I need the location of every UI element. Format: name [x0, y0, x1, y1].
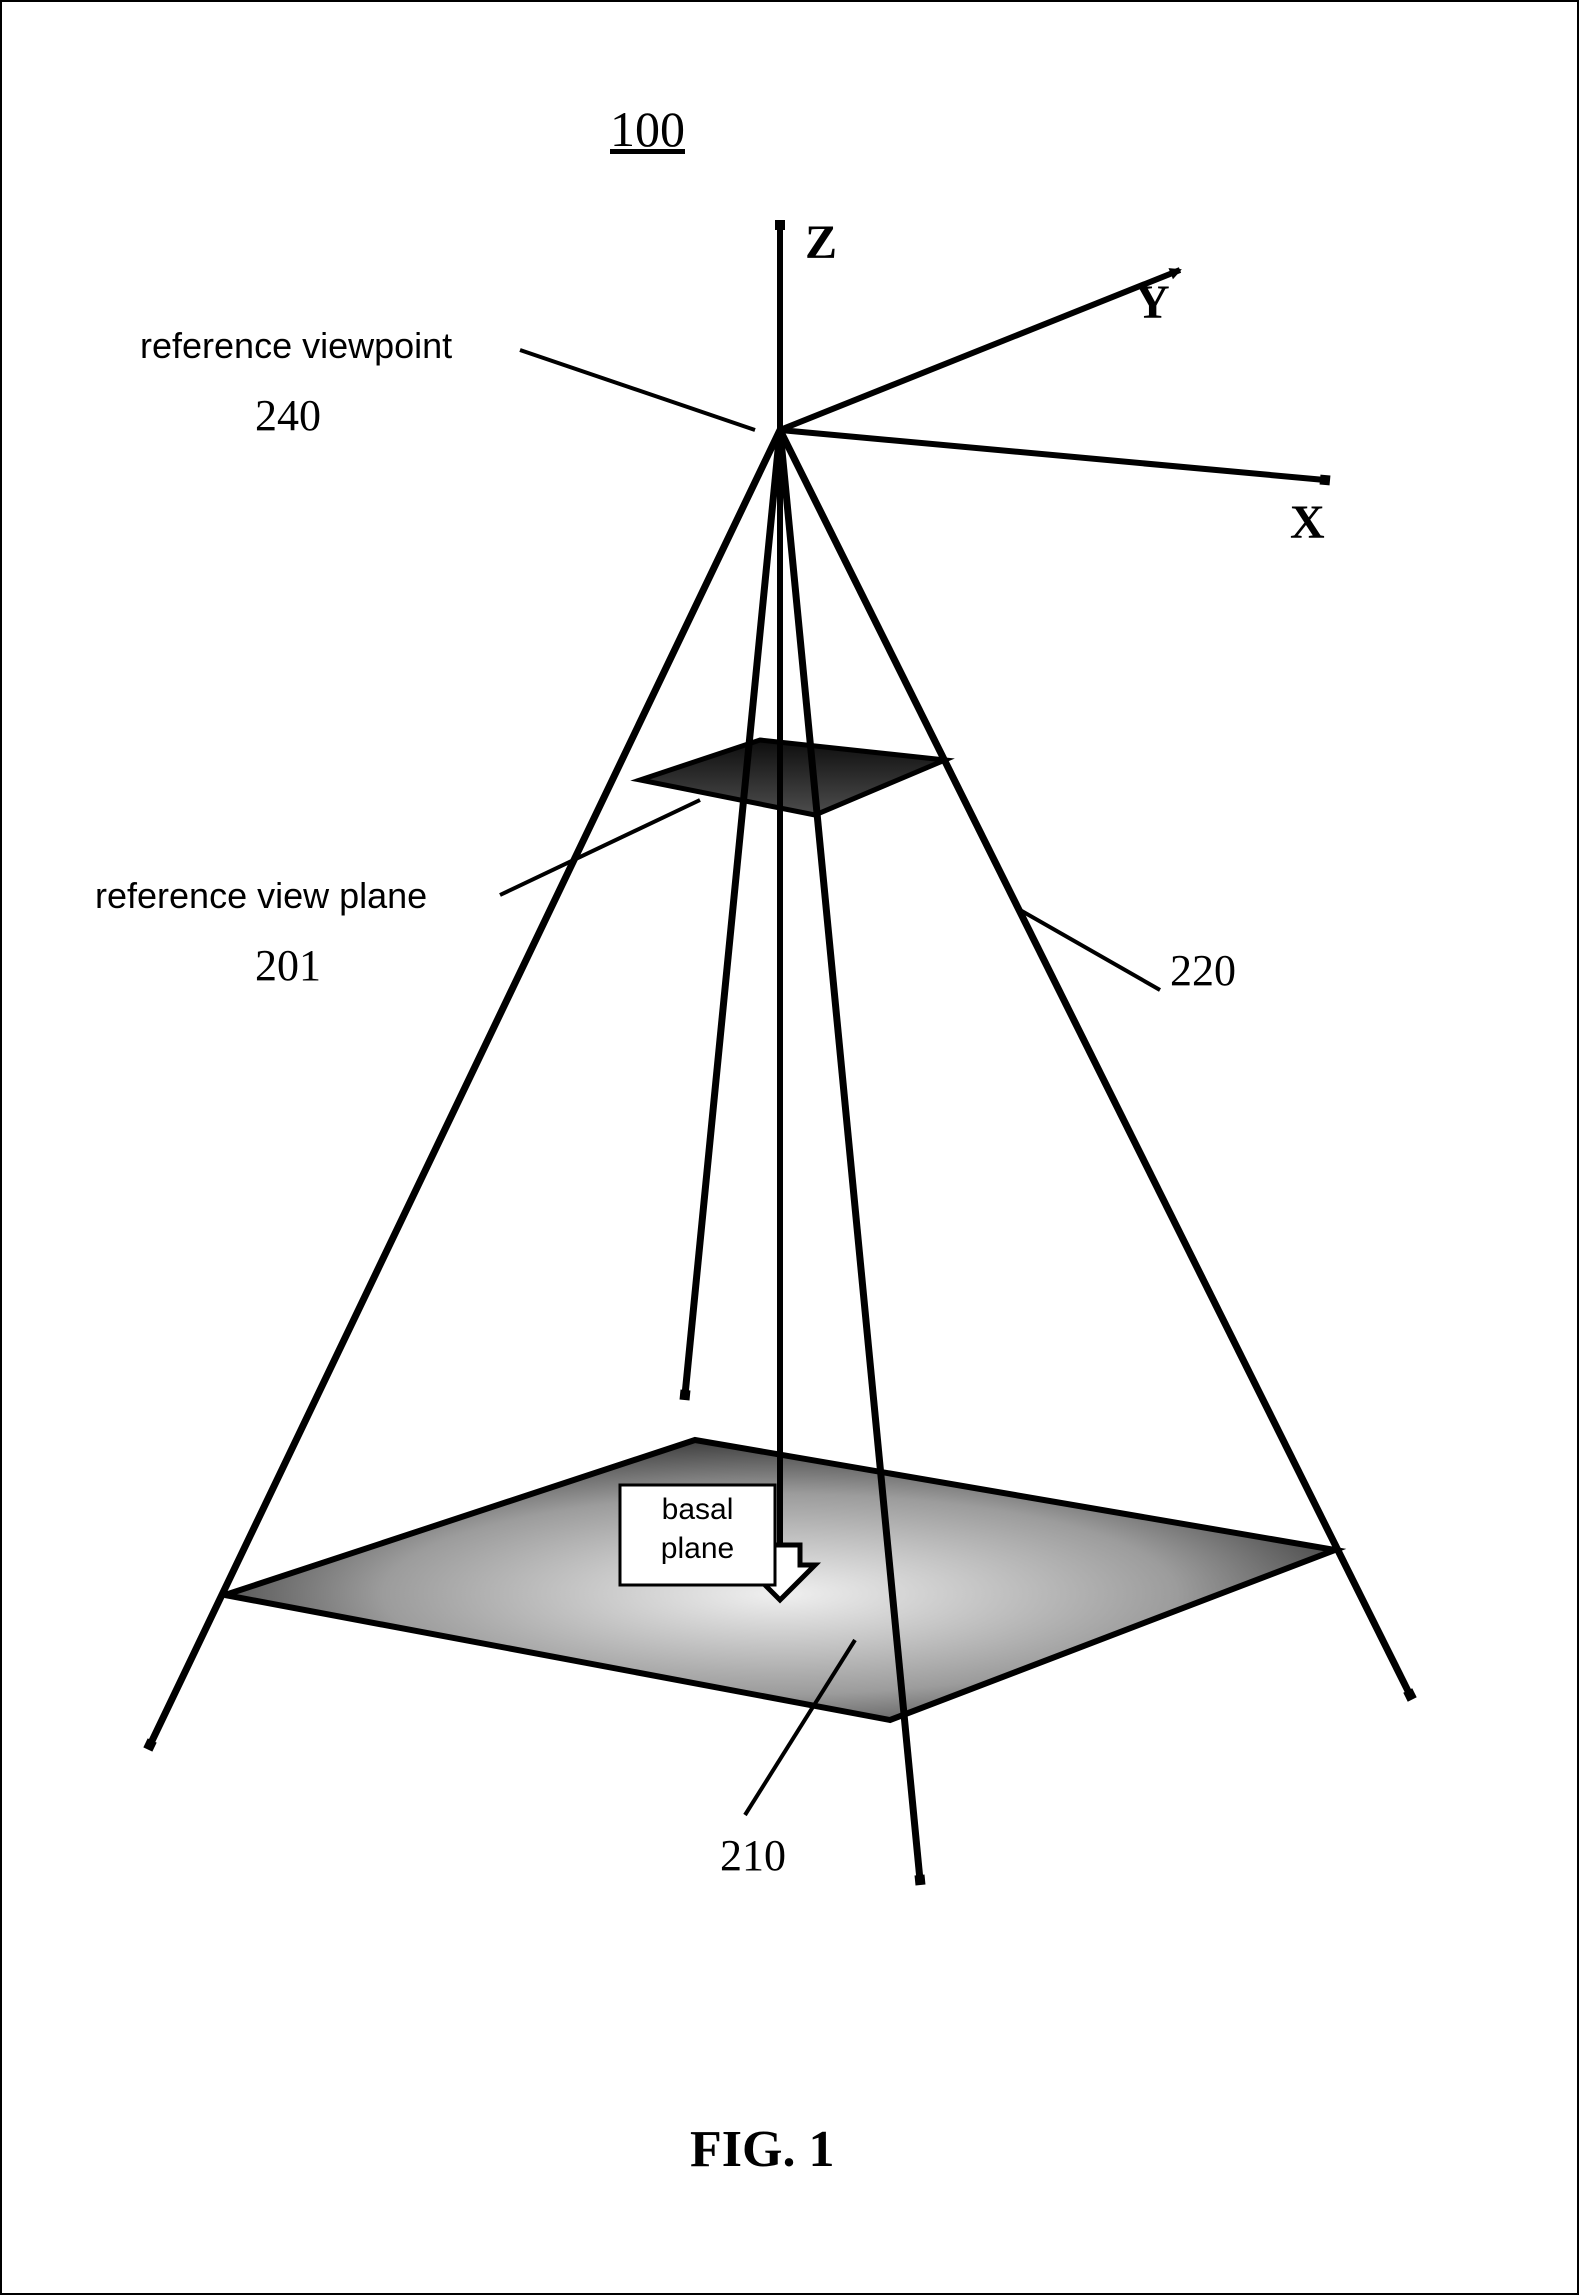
- figure-page: 100: [0, 0, 1579, 2295]
- ref-viewplane-text: reference view plane: [95, 875, 427, 917]
- reference-view-plane: [640, 740, 945, 815]
- figure-caption: FIG. 1: [690, 2120, 834, 2179]
- leader-ref-viewpoint: [520, 350, 755, 430]
- ref-viewpoint-text: reference viewpoint: [140, 325, 452, 367]
- z-axis-label: Z: [805, 215, 837, 270]
- center-axis: [745, 430, 815, 1600]
- basal-plane-label-line1: basal: [620, 1490, 775, 1529]
- x-axis-label: X: [1290, 495, 1325, 550]
- ref-viewpoint-number: 240: [255, 390, 321, 441]
- basal-plane-label: basal plane: [620, 1490, 775, 1568]
- basal-plane-label-line2: plane: [620, 1529, 775, 1568]
- edge-back: [685, 430, 780, 1395]
- leader-ref-viewplane: [500, 800, 700, 895]
- ref-viewplane-number: 201: [255, 940, 321, 991]
- x-axis: [780, 430, 1325, 480]
- y-axis: [780, 270, 1180, 430]
- annot-220-number: 220: [1170, 945, 1236, 996]
- y-axis-label: Y: [1135, 275, 1170, 330]
- axes-group: [780, 225, 1325, 480]
- reference-view-plane-group: [640, 740, 945, 815]
- annot-210-number: 210: [720, 1830, 786, 1881]
